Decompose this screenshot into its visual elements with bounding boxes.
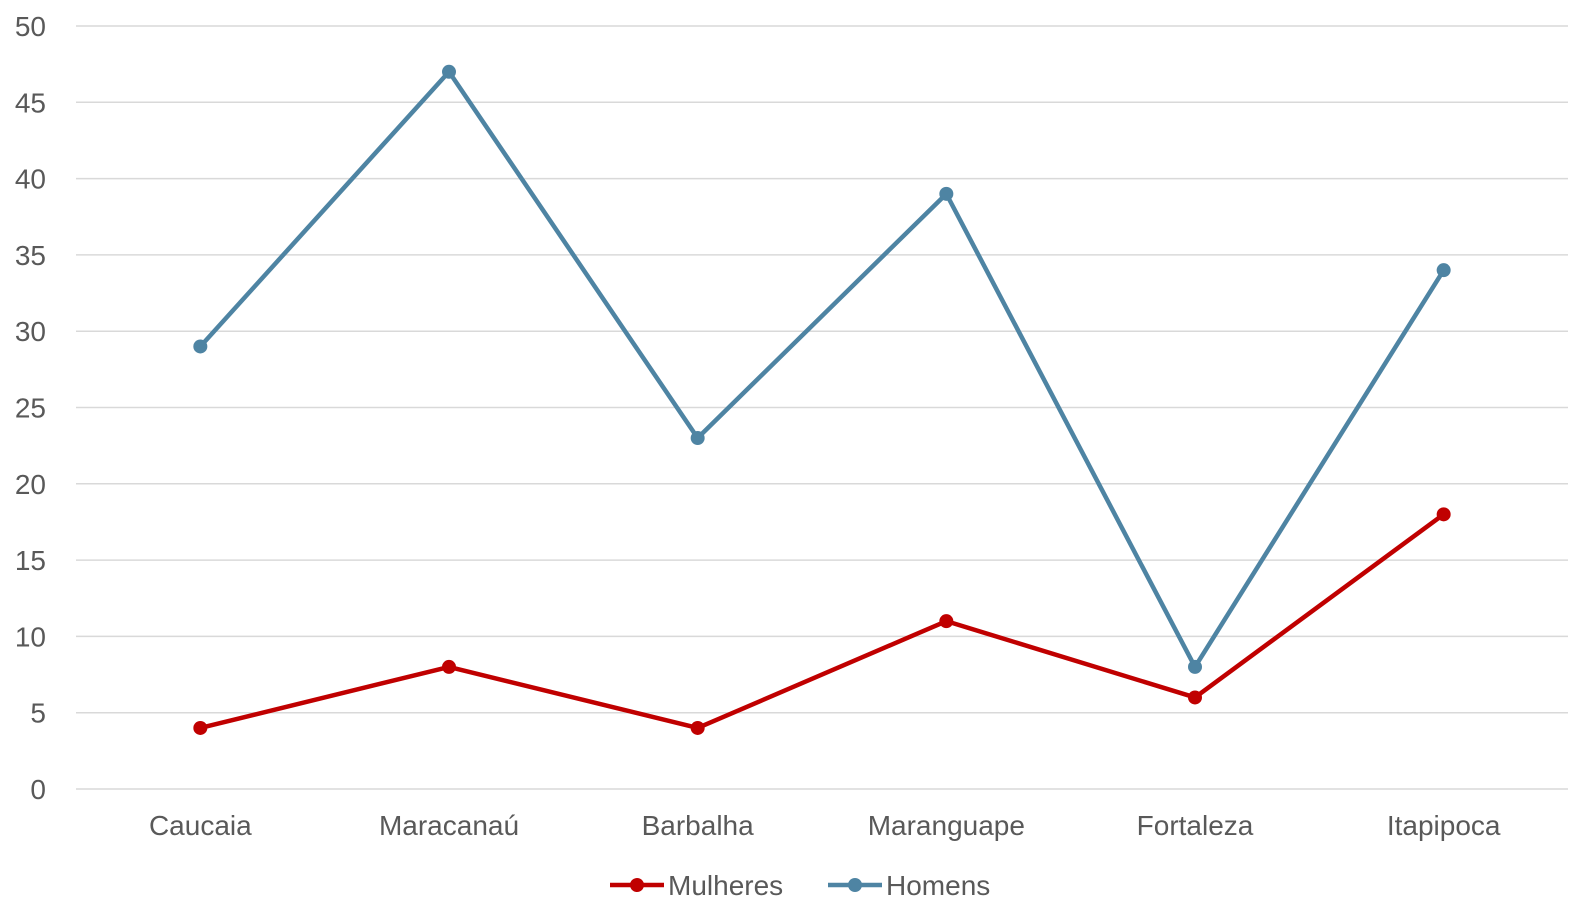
legend-label: Mulheres	[668, 870, 783, 901]
series-layer	[193, 64, 1451, 735]
data-point	[1188, 690, 1202, 705]
y-tick-label: 50	[15, 11, 46, 42]
legend-item-homens: Homens	[828, 870, 990, 901]
x-axis: Caucaia Maracanaú Barbalha Maranguape Fortal…	[149, 810, 1501, 841]
data-point	[1188, 659, 1202, 674]
y-tick-label: 35	[15, 240, 46, 271]
data-point	[939, 614, 954, 629]
legend-swatch-marker	[848, 878, 862, 892]
y-tick-label: 30	[15, 316, 46, 347]
series-line-homens	[198, 69, 1446, 670]
data-point	[690, 431, 705, 446]
data-point	[442, 64, 456, 79]
legend-item-mulheres: Mulheres	[610, 870, 783, 901]
y-tick-label: 10	[15, 621, 46, 652]
y-tick-label: 20	[15, 469, 46, 500]
data-point	[193, 339, 208, 354]
data-point	[939, 186, 954, 201]
x-tick-label: Fortaleza	[1137, 810, 1254, 841]
data-point	[193, 720, 208, 735]
legend: Mulheres Homens	[610, 870, 990, 901]
legend-label: Homens	[886, 870, 990, 901]
y-tick-label: 0	[30, 774, 46, 805]
y-tick-label: 45	[15, 87, 46, 118]
x-tick-label: Maracanaú	[379, 810, 519, 841]
x-tick-label: Maranguape	[868, 810, 1025, 841]
x-tick-label: Itapipoca	[1387, 810, 1501, 841]
x-tick-label: Barbalha	[642, 810, 755, 841]
y-tick-label: 15	[15, 545, 46, 576]
data-point	[1436, 263, 1451, 278]
y-tick-label: 25	[15, 393, 46, 424]
y-tick-label: 5	[30, 698, 46, 729]
gridlines	[76, 25, 1568, 790]
data-point	[1436, 507, 1451, 522]
legend-swatch-marker	[630, 878, 644, 892]
y-tick-label: 40	[15, 164, 46, 195]
x-tick-label: Caucaia	[149, 810, 252, 841]
series-line-mulheres	[198, 512, 1446, 731]
data-point	[442, 659, 456, 674]
data-point	[690, 720, 705, 735]
y-axis: 0 5 10 15 20 25 30 35 40 45 50	[15, 11, 46, 805]
